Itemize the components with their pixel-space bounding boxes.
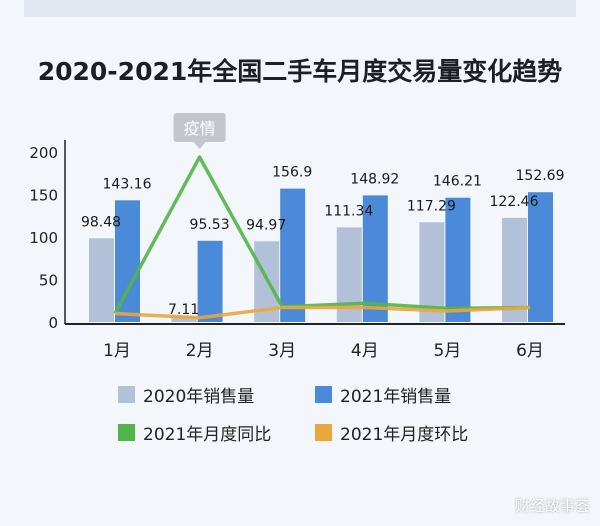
y-tick-label: 50 — [39, 272, 58, 290]
x-tick-label: 3月 — [268, 341, 296, 361]
legend-label: 2021年月度环比 — [340, 425, 469, 445]
legend-label: 2021年月度同比 — [143, 425, 272, 445]
x-tick-label: 1月 — [103, 341, 131, 361]
legend-swatch — [315, 424, 332, 441]
legend-item-yoy: 2021年月度同比 — [118, 420, 271, 445]
annotation-label: 疫情 — [184, 119, 216, 138]
bar-2020 — [89, 238, 114, 322]
bar-2021 — [115, 200, 140, 322]
bar-value-label: 111.34 — [324, 203, 373, 219]
x-tick-label: 5月 — [433, 341, 461, 361]
legend-item-mom: 2021年月度环比 — [315, 420, 468, 445]
y-tick-label: 150 — [29, 187, 58, 205]
bar-2020 — [171, 315, 197, 322]
bar-value-label: 122.46 — [490, 194, 539, 210]
bar-2021 — [197, 240, 223, 322]
bar-2021 — [528, 192, 553, 322]
annotation-box — [173, 113, 226, 142]
bar-2021 — [445, 197, 471, 322]
bar-2020 — [502, 217, 527, 322]
legend-label: 2021年销售量 — [340, 387, 452, 407]
legend-swatch — [118, 386, 135, 403]
bar-value-label: 98.48 — [81, 214, 121, 230]
bar-value-label: 94.97 — [246, 217, 286, 233]
chart-title: 2020-2021年全国二手车月度交易量变化趋势 — [37, 57, 563, 86]
annotation-pointer — [193, 142, 206, 149]
bar-value-label: 95.53 — [190, 217, 230, 233]
bar-value-label: 152.69 — [516, 168, 565, 184]
legend-item-2020-sales: 2020年销售量 — [118, 382, 254, 407]
legend-label: 2020年销售量 — [143, 387, 255, 407]
legend-item-2021-sales: 2021年销售量 — [315, 382, 451, 407]
bar-value-label: 148.92 — [350, 171, 399, 187]
bar-value-label: 7.11 — [168, 302, 199, 318]
bar-value-label: 143.16 — [103, 176, 152, 192]
y-tick-label: 100 — [29, 229, 58, 247]
x-tick-label: 4月 — [351, 341, 379, 361]
watermark: 财经故事荟 — [514, 497, 590, 515]
bar-2021 — [280, 188, 306, 322]
bar-value-label: 117.29 — [407, 198, 456, 214]
x-tick-label: 6月 — [516, 341, 544, 361]
top-band — [24, 0, 576, 17]
y-tick-label: 200 — [29, 144, 58, 162]
line-mom — [114, 305, 531, 320]
line-yoy — [113, 155, 531, 315]
legend-swatch — [118, 424, 135, 441]
x-tick-label: 2月 — [186, 341, 214, 361]
legend-swatch — [315, 386, 332, 403]
bar-2021 — [362, 195, 388, 322]
bar-value-label: 146.21 — [433, 174, 482, 190]
y-tick-label: 0 — [48, 314, 58, 332]
bar-value-label: 156.9 — [272, 165, 312, 181]
